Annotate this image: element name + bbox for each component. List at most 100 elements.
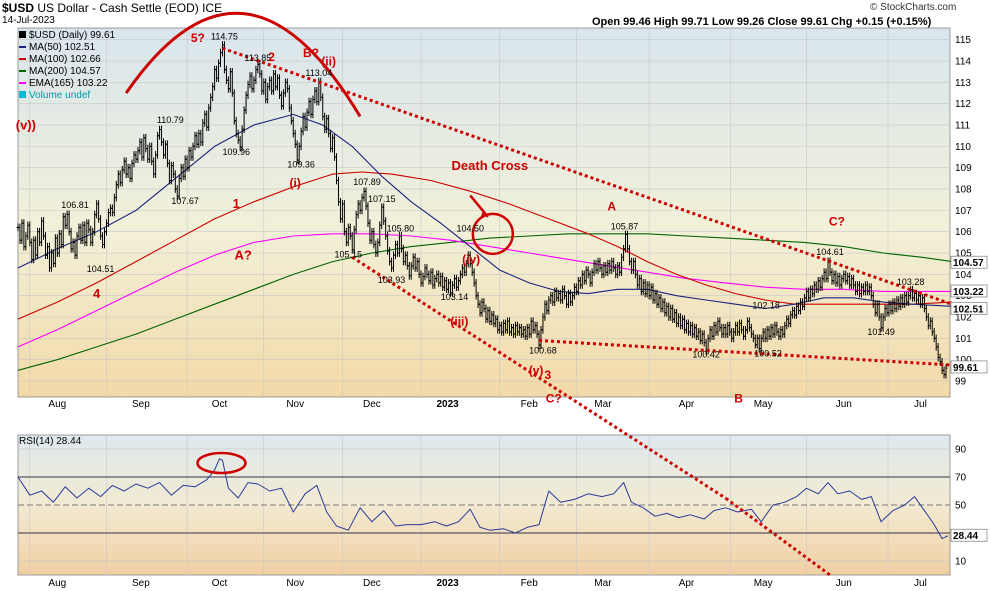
x-tick-label: Sep bbox=[132, 399, 150, 410]
wave-label: B bbox=[734, 391, 743, 405]
x-tick-label: Jun bbox=[836, 578, 852, 589]
x-tick-label: Jul bbox=[914, 578, 927, 589]
price-label: 107.67 bbox=[171, 196, 199, 206]
price-label: 113.85 bbox=[244, 53, 271, 63]
instrument-name: US Dollar - Cash Settle (EOD) ICE bbox=[37, 1, 223, 15]
x-tick-label: Mar bbox=[594, 399, 612, 410]
ema165-line bbox=[17, 233, 952, 348]
wave-label: 1 bbox=[233, 196, 240, 211]
top-arc bbox=[124, 11, 362, 118]
legend-ma200: MA(200) 104.57 bbox=[19, 66, 115, 78]
y-tick-label: 101 bbox=[955, 334, 972, 345]
legend-ma50: MA(50) 102.51 bbox=[19, 42, 115, 54]
price-label: 100.42 bbox=[692, 350, 720, 360]
wave-label: C? bbox=[546, 391, 562, 405]
rsi-value-box bbox=[950, 528, 988, 542]
x-tick-label: Feb bbox=[521, 399, 539, 410]
x-tick-label: Sep bbox=[132, 578, 150, 589]
legend: $USD (Daily) 99.61 MA(50) 102.51 MA(100)… bbox=[19, 30, 115, 102]
ema165-value-box bbox=[950, 284, 988, 298]
price-label: 107.89 bbox=[353, 177, 381, 187]
price-label: 105.80 bbox=[387, 224, 415, 234]
ma50-line bbox=[17, 113, 952, 310]
wave-label: (v) bbox=[529, 364, 544, 378]
x-tick-label: Oct bbox=[212, 399, 228, 410]
ma200-line bbox=[17, 233, 952, 371]
price-label: 109.36 bbox=[287, 160, 315, 170]
legend-swatch bbox=[19, 31, 26, 38]
rsi-line bbox=[17, 458, 949, 540]
legend-swatch bbox=[19, 58, 26, 61]
price-value-box bbox=[950, 360, 988, 374]
ema165-value: 103.22 bbox=[953, 287, 984, 298]
death-cross-arrowhead bbox=[480, 209, 488, 217]
price-label: 105.15 bbox=[335, 249, 363, 259]
price-label: 102.18 bbox=[752, 300, 780, 310]
y-tick-label: 106 bbox=[955, 227, 972, 238]
y-tick-label: 109 bbox=[955, 163, 972, 174]
x-tick-label: Dec bbox=[363, 399, 381, 410]
legend-swatch bbox=[19, 91, 26, 98]
x-tick-label: Jun bbox=[836, 399, 852, 410]
x-tick-label: Mar bbox=[594, 578, 612, 589]
price-label: 103.14 bbox=[441, 292, 469, 302]
header-title: $USD US Dollar - Cash Settle (EOD) ICE bbox=[2, 1, 222, 15]
lower-channel-line bbox=[351, 256, 727, 500]
y-tick-label: 99 bbox=[955, 377, 967, 388]
wave-label: 5? bbox=[191, 31, 205, 45]
x-tick-label: Apr bbox=[679, 399, 695, 410]
x-tick-label: 2023 bbox=[436, 399, 459, 410]
death-cross-label: Death Cross bbox=[452, 158, 529, 173]
wave-label: (v)) bbox=[16, 117, 36, 132]
ma200-value-box bbox=[950, 255, 988, 269]
x-tick-label: Apr bbox=[679, 578, 695, 589]
wave-label: (i) bbox=[290, 176, 301, 190]
x-tick-label: Dec bbox=[363, 578, 381, 589]
ma50-value: 102.51 bbox=[953, 304, 984, 315]
y-tick-label: 112 bbox=[955, 99, 971, 110]
y-tick-label: 108 bbox=[955, 185, 972, 196]
y-tick-label: 114 bbox=[955, 57, 971, 68]
x-tick-label: Aug bbox=[48, 578, 66, 589]
y-tick-label: 102 bbox=[955, 313, 972, 324]
ma50-value-box bbox=[950, 301, 988, 315]
x-tick-label: Jul bbox=[914, 399, 927, 410]
y-tick-label: 105 bbox=[955, 249, 972, 260]
rsi-value: 28.44 bbox=[953, 531, 978, 542]
price-label: 104.51 bbox=[87, 264, 115, 274]
rsi-overbought-circle bbox=[196, 451, 247, 475]
y-tick-label: 115 bbox=[955, 35, 971, 46]
x-tick-label: Nov bbox=[286, 399, 304, 410]
legend-ma100: MA(100) 102.66 bbox=[19, 54, 115, 66]
price-label: 109.96 bbox=[222, 147, 250, 157]
y-tick-label: 110 bbox=[955, 142, 971, 153]
price-label: 113.04 bbox=[305, 68, 332, 78]
price-value: 99.61 bbox=[953, 363, 978, 374]
ma100-line bbox=[17, 171, 952, 320]
x-tick-label: 2023 bbox=[436, 578, 459, 589]
rsi-tick-label: 50 bbox=[955, 501, 967, 512]
price-label: 110.79 bbox=[157, 115, 184, 125]
price-label: 105.87 bbox=[611, 222, 639, 232]
price-label: 101.49 bbox=[867, 327, 895, 337]
wave-label: A? bbox=[234, 247, 251, 262]
rsi-label: RSI(14) 28.44 bbox=[19, 436, 82, 447]
price-label: 103.93 bbox=[378, 275, 406, 285]
wave-label: 2 bbox=[268, 50, 275, 64]
wave-label: (ii) bbox=[321, 54, 336, 68]
ma200-value: 104.57 bbox=[953, 258, 984, 269]
x-tick-label: Feb bbox=[521, 578, 539, 589]
rsi-tick-label: 90 bbox=[955, 445, 967, 456]
legend-swatch bbox=[19, 70, 26, 73]
header-date: 14-Jul-2023 bbox=[2, 15, 55, 26]
ohlc-readout: Open 99.46 High 99.71 Low 99.26 Close 99… bbox=[592, 16, 932, 28]
death-cross-circle bbox=[471, 212, 515, 256]
legend-ema165: EMA(165) 103.22 bbox=[19, 78, 115, 90]
y-tick-label: 113 bbox=[955, 78, 971, 89]
wave-label: 4 bbox=[93, 286, 101, 301]
price-label: 100.68 bbox=[529, 345, 557, 355]
price-label: 106.81 bbox=[61, 200, 89, 210]
rsi-tick-label: 10 bbox=[955, 557, 967, 568]
wave-label: B? bbox=[303, 46, 319, 60]
